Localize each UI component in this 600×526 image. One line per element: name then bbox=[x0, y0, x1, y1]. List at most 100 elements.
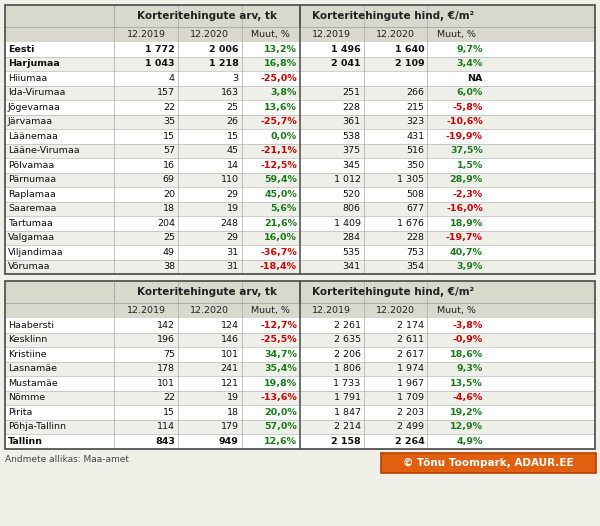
Text: 228: 228 bbox=[343, 103, 361, 112]
Text: -25,0%: -25,0% bbox=[260, 74, 297, 83]
Text: 12.2019: 12.2019 bbox=[127, 30, 166, 39]
Bar bbox=[5, 230, 595, 245]
Bar bbox=[5, 100, 595, 115]
Text: 59,4%: 59,4% bbox=[264, 175, 297, 184]
Text: 1 806: 1 806 bbox=[334, 364, 361, 373]
Text: 31: 31 bbox=[226, 262, 239, 271]
Text: Tallinn: Tallinn bbox=[8, 437, 43, 446]
Text: Lasnamäe: Lasnamäe bbox=[8, 364, 57, 373]
Text: 4: 4 bbox=[169, 74, 175, 83]
Text: 9,3%: 9,3% bbox=[457, 364, 483, 373]
Text: 163: 163 bbox=[220, 88, 239, 97]
Text: 69: 69 bbox=[163, 175, 175, 184]
Text: -19,7%: -19,7% bbox=[446, 233, 483, 242]
Text: -25,5%: -25,5% bbox=[260, 335, 297, 344]
Text: 35: 35 bbox=[163, 117, 175, 126]
Text: 1 733: 1 733 bbox=[334, 379, 361, 388]
Text: Võrumaa: Võrumaa bbox=[8, 262, 50, 271]
Text: 4,9%: 4,9% bbox=[457, 437, 483, 446]
Text: 25: 25 bbox=[227, 103, 239, 112]
Text: 45: 45 bbox=[227, 146, 239, 155]
Text: 241: 241 bbox=[221, 364, 239, 373]
Text: 114: 114 bbox=[157, 422, 175, 431]
Bar bbox=[5, 187, 595, 201]
Bar bbox=[5, 129, 595, 144]
Text: 375: 375 bbox=[343, 146, 361, 155]
Text: 19: 19 bbox=[227, 393, 239, 402]
Text: 22: 22 bbox=[163, 103, 175, 112]
Bar bbox=[5, 158, 595, 173]
Text: 516: 516 bbox=[406, 146, 424, 155]
Text: 12.2019: 12.2019 bbox=[127, 306, 166, 315]
Text: 49: 49 bbox=[163, 248, 175, 257]
Text: 323: 323 bbox=[406, 117, 424, 126]
Text: 12.2020: 12.2020 bbox=[376, 306, 415, 315]
Text: 2 041: 2 041 bbox=[331, 59, 361, 68]
Bar bbox=[5, 27, 595, 42]
Text: Muut, %: Muut, % bbox=[251, 306, 290, 315]
Text: Järvamaa: Järvamaa bbox=[8, 117, 53, 126]
Text: 12,9%: 12,9% bbox=[450, 422, 483, 431]
Text: 2 635: 2 635 bbox=[334, 335, 361, 344]
Text: Jõgevamaa: Jõgevamaa bbox=[8, 103, 61, 112]
Text: 19,2%: 19,2% bbox=[450, 408, 483, 417]
Text: 1 967: 1 967 bbox=[397, 379, 424, 388]
Bar bbox=[5, 303, 595, 318]
Text: Hiiumaa: Hiiumaa bbox=[8, 74, 47, 83]
Bar bbox=[5, 56, 595, 71]
Text: 15: 15 bbox=[163, 132, 175, 141]
Text: 15: 15 bbox=[163, 408, 175, 417]
Text: -2,3%: -2,3% bbox=[453, 190, 483, 199]
Text: 2 214: 2 214 bbox=[334, 422, 361, 431]
Text: -12,5%: -12,5% bbox=[260, 161, 297, 170]
Text: 25: 25 bbox=[163, 233, 175, 242]
Text: 16,0%: 16,0% bbox=[264, 233, 297, 242]
Text: NA: NA bbox=[467, 74, 483, 83]
Bar bbox=[5, 115, 595, 129]
Text: 248: 248 bbox=[221, 219, 239, 228]
Text: 12.2019: 12.2019 bbox=[313, 306, 352, 315]
Text: 57: 57 bbox=[163, 146, 175, 155]
Text: 57,0%: 57,0% bbox=[264, 422, 297, 431]
Text: 40,7%: 40,7% bbox=[450, 248, 483, 257]
Text: Pirita: Pirita bbox=[8, 408, 32, 417]
Text: 345: 345 bbox=[343, 161, 361, 170]
Text: 1,5%: 1,5% bbox=[457, 161, 483, 170]
Bar bbox=[5, 281, 595, 449]
Text: 1 409: 1 409 bbox=[334, 219, 361, 228]
Text: 26: 26 bbox=[227, 117, 239, 126]
Text: 19,8%: 19,8% bbox=[264, 379, 297, 388]
Text: 2 109: 2 109 bbox=[395, 59, 424, 68]
Text: Mustamäe: Mustamäe bbox=[8, 379, 58, 388]
Bar bbox=[381, 452, 596, 472]
Text: 75: 75 bbox=[163, 350, 175, 359]
Text: 34,7%: 34,7% bbox=[264, 350, 297, 359]
Text: Nõmme: Nõmme bbox=[8, 393, 45, 402]
Bar bbox=[5, 144, 595, 158]
Text: 3,4%: 3,4% bbox=[457, 59, 483, 68]
Text: 157: 157 bbox=[157, 88, 175, 97]
Text: 949: 949 bbox=[219, 437, 239, 446]
Text: 2 158: 2 158 bbox=[331, 437, 361, 446]
Text: Pärnumaa: Pärnumaa bbox=[8, 175, 56, 184]
Text: 29: 29 bbox=[227, 233, 239, 242]
Text: 13,6%: 13,6% bbox=[264, 103, 297, 112]
Text: 3,8%: 3,8% bbox=[271, 88, 297, 97]
Text: 2 174: 2 174 bbox=[397, 321, 424, 330]
Text: 1 218: 1 218 bbox=[209, 59, 239, 68]
Text: 21,6%: 21,6% bbox=[264, 219, 297, 228]
Text: 1 496: 1 496 bbox=[331, 45, 361, 54]
Text: 1 847: 1 847 bbox=[334, 408, 361, 417]
Text: Andmete allikas: Maa-amet: Andmete allikas: Maa-amet bbox=[5, 454, 129, 463]
Text: 16,8%: 16,8% bbox=[264, 59, 297, 68]
Text: 2 261: 2 261 bbox=[334, 321, 361, 330]
Text: Eesti: Eesti bbox=[8, 45, 34, 54]
Text: 13,2%: 13,2% bbox=[264, 45, 297, 54]
Text: 361: 361 bbox=[343, 117, 361, 126]
Bar bbox=[5, 86, 595, 100]
Text: 284: 284 bbox=[343, 233, 361, 242]
Text: -4,6%: -4,6% bbox=[452, 393, 483, 402]
Text: 35,4%: 35,4% bbox=[264, 364, 297, 373]
Text: -10,6%: -10,6% bbox=[446, 117, 483, 126]
Text: -36,7%: -36,7% bbox=[260, 248, 297, 257]
